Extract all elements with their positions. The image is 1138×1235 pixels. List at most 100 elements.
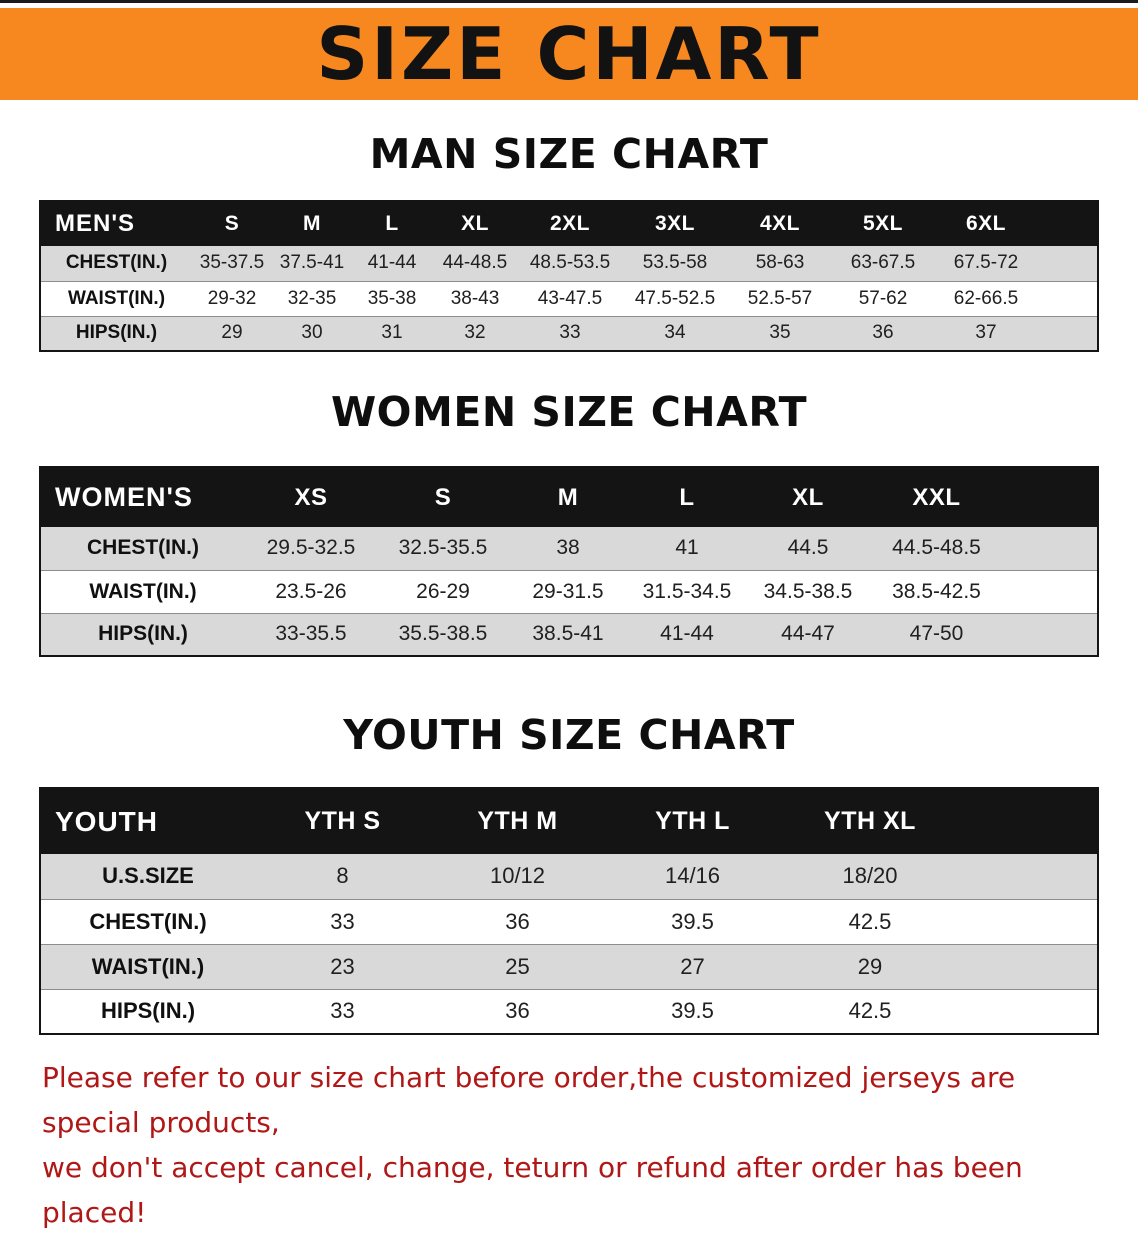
size-value-cell: 14/16 [605,854,780,900]
row-label-cell: U.S.SIZE [40,854,255,900]
size-value-cell: 32.5-35.5 [377,527,509,571]
size-value-cell: 52.5-57 [728,281,832,317]
column-header: YTH XL [780,788,960,854]
size-value-cell: 29.5-32.5 [245,527,377,571]
column-header: M [272,201,352,246]
row-label-cell: WAIST(IN.) [40,281,192,317]
disclaimer-line-1: Please refer to our size chart before or… [42,1061,1016,1139]
size-value-cell: 39.5 [605,989,780,1035]
size-value-cell: 63-67.5 [832,246,934,282]
size-value-cell: 57-62 [832,281,934,317]
size-value-cell: 33 [255,899,430,945]
size-value-cell: 47-50 [869,613,1004,657]
women-size-table: WOMEN'S XS S M L XL XXL CHEST(IN.) 29.5-… [39,466,1099,657]
filler-cell [1038,281,1098,317]
filler-cell [960,854,1098,900]
row-label-cell: CHEST(IN.) [40,246,192,282]
column-header: L [352,201,432,246]
size-value-cell: 53.5-58 [622,246,728,282]
size-value-cell: 39.5 [605,899,780,945]
size-value-cell: 32-35 [272,281,352,317]
women-section: WOMEN SIZE CHART WOMEN'S XS S M L XL XXL [0,388,1138,657]
size-value-cell: 36 [430,899,605,945]
size-value-cell: 35-38 [352,281,432,317]
size-value-cell: 32 [432,316,518,352]
size-value-cell: 67.5-72 [934,246,1038,282]
men-heading: MAN SIZE CHART [369,130,769,178]
size-value-cell: 30 [272,316,352,352]
size-value-cell: 37.5-41 [272,246,352,282]
men-hips-row: HIPS(IN.) 29 30 31 32 33 34 35 36 37 [40,316,1098,352]
column-header: YTH L [605,788,780,854]
size-value-cell: 31 [352,316,432,352]
size-value-cell: 29-31.5 [509,570,627,614]
women-waist-row: WAIST(IN.) 23.5-26 26-29 29-31.5 31.5-34… [40,570,1098,614]
size-value-cell: 38.5-42.5 [869,570,1004,614]
column-header: S [377,467,509,527]
size-value-cell: 29 [780,944,960,990]
row-label-cell: HIPS(IN.) [40,989,255,1035]
banner: SIZE CHART [0,8,1138,100]
women-hips-row: HIPS(IN.) 33-35.5 35.5-38.5 38.5-41 41-4… [40,613,1098,657]
row-label-cell: WAIST(IN.) [40,570,245,614]
size-value-cell: 41-44 [352,246,432,282]
size-value-cell: 47.5-52.5 [622,281,728,317]
filler-cell [1004,527,1098,571]
youth-header-row: YOUTH YTH S YTH M YTH L YTH XL [40,788,1098,854]
youth-hips-row: HIPS(IN.) 33 36 39.5 42.5 [40,989,1098,1035]
women-chest-row: CHEST(IN.) 29.5-32.5 32.5-35.5 38 41 44.… [40,527,1098,571]
men-size-table: MEN'S S M L XL 2XL 3XL 4XL 5XL 6XL CHEST… [39,200,1099,352]
size-value-cell: 38.5-41 [509,613,627,657]
youth-heading: YOUTH SIZE CHART [343,711,795,759]
size-value-cell: 41-44 [627,613,747,657]
size-value-cell: 31.5-34.5 [627,570,747,614]
column-header: 4XL [728,201,832,246]
disclaimer: Please refer to our size chart before or… [0,1055,1138,1235]
size-value-cell: 44.5-48.5 [869,527,1004,571]
size-value-cell: 62-66.5 [934,281,1038,317]
size-value-cell: 44.5 [747,527,869,571]
size-value-cell: 44-48.5 [432,246,518,282]
size-value-cell: 27 [605,944,780,990]
men-corner-header: MEN'S [40,201,192,246]
size-value-cell: 44-47 [747,613,869,657]
size-value-cell: 43-47.5 [518,281,622,317]
size-value-cell: 58-63 [728,246,832,282]
size-value-cell: 41 [627,527,747,571]
size-value-cell: 38 [509,527,627,571]
filler-cell [1004,570,1098,614]
column-header: XL [747,467,869,527]
column-header: YTH S [255,788,430,854]
size-value-cell: 48.5-53.5 [518,246,622,282]
size-value-cell: 23 [255,944,430,990]
size-value-cell: 18/20 [780,854,960,900]
filler-cell [960,989,1098,1035]
filler-cell [1038,201,1098,246]
women-header-row: WOMEN'S XS S M L XL XXL [40,467,1098,527]
youth-corner-header: YOUTH [40,788,255,854]
column-header: XS [245,467,377,527]
filler-cell [1004,467,1098,527]
column-header: 3XL [622,201,728,246]
youth-size-table: YOUTH YTH S YTH M YTH L YTH XL U.S.SIZE … [39,787,1099,1035]
size-value-cell: 38-43 [432,281,518,317]
size-value-cell: 42.5 [780,989,960,1035]
row-label-cell: CHEST(IN.) [40,899,255,945]
size-value-cell: 36 [430,989,605,1035]
size-value-cell: 10/12 [430,854,605,900]
size-value-cell: 29 [192,316,272,352]
filler-cell [960,899,1098,945]
size-value-cell: 25 [430,944,605,990]
women-corner-header: WOMEN'S [40,467,245,527]
filler-cell [960,788,1098,854]
row-label-cell: HIPS(IN.) [40,316,192,352]
size-value-cell: 33-35.5 [245,613,377,657]
youth-waist-row: WAIST(IN.) 23 25 27 29 [40,944,1098,990]
top-rule [0,0,1138,3]
filler-cell [960,944,1098,990]
youth-section: YOUTH SIZE CHART YOUTH YTH S YTH M YTH L… [0,711,1138,1035]
disclaimer-line-2: we don't accept cancel, change, teturn o… [42,1151,1023,1229]
size-value-cell: 34.5-38.5 [747,570,869,614]
size-value-cell: 26-29 [377,570,509,614]
